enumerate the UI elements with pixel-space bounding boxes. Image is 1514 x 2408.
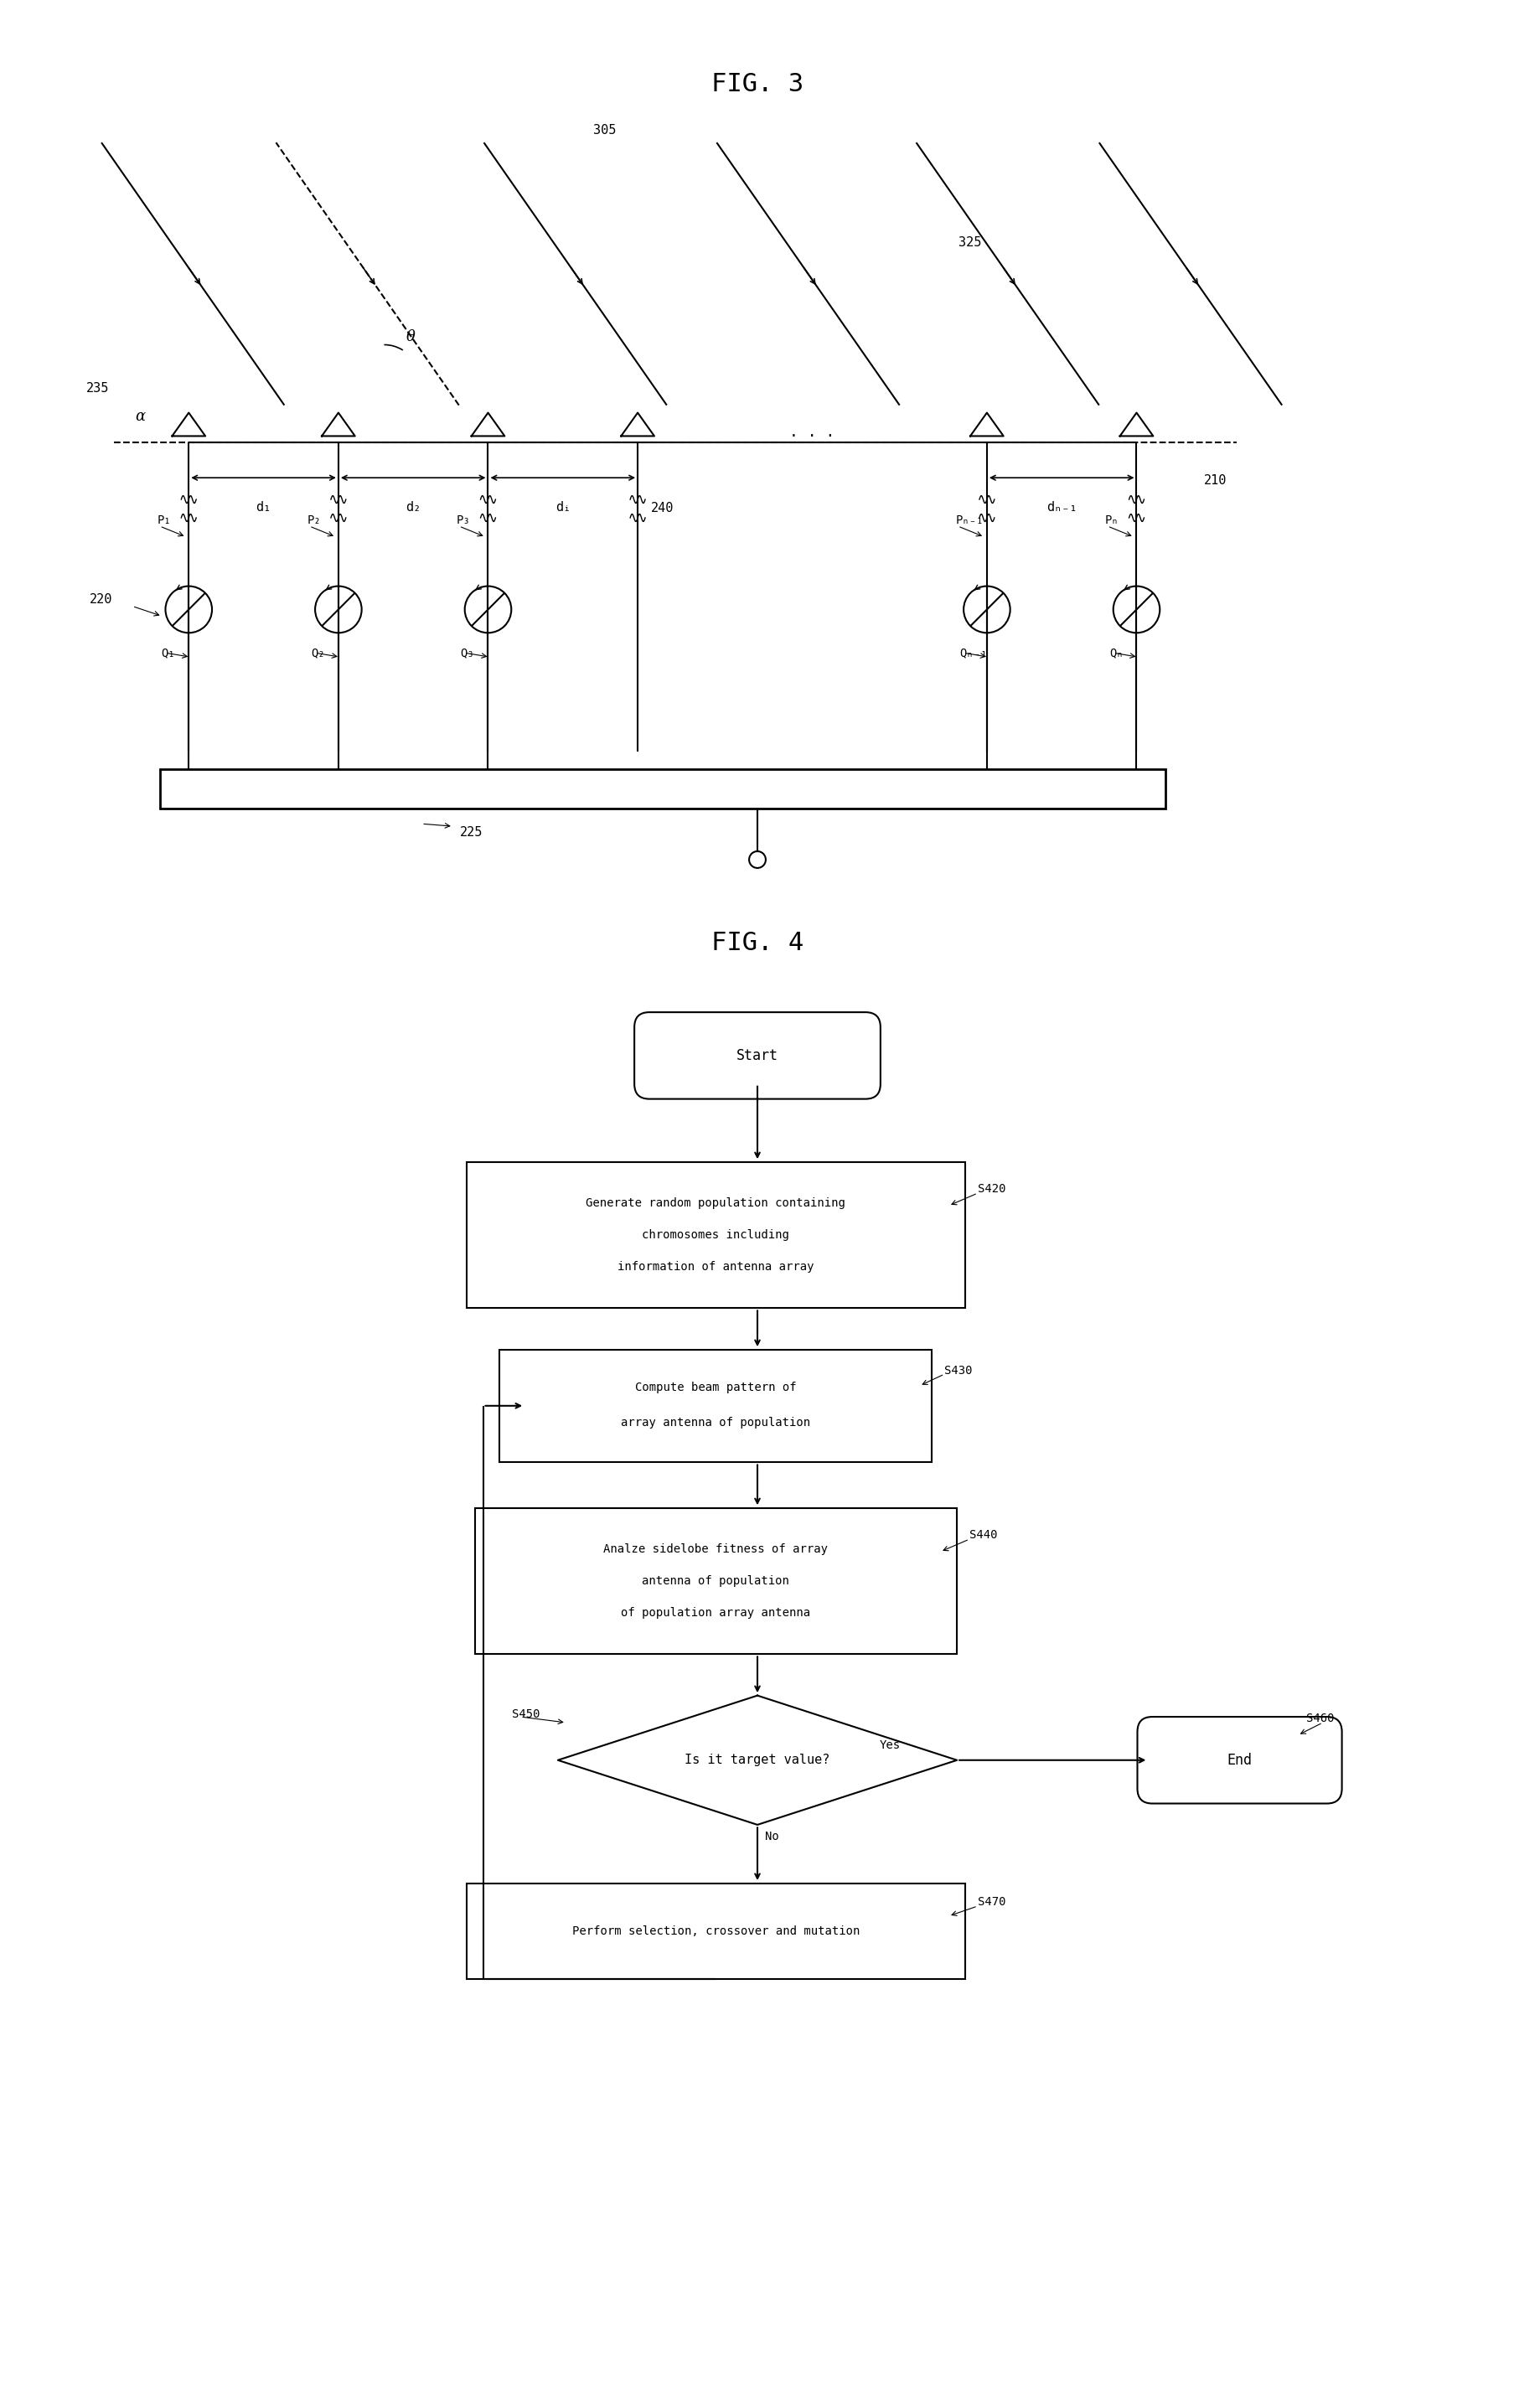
Text: 220: 220 bbox=[89, 592, 114, 607]
Text: of population array antenna: of population array antenna bbox=[621, 1606, 810, 1618]
Text: Yes: Yes bbox=[880, 1739, 901, 1751]
Text: . . .: . . . bbox=[789, 426, 834, 441]
Text: α: α bbox=[135, 409, 145, 424]
Text: S430: S430 bbox=[943, 1365, 972, 1377]
Text: Qₙ: Qₙ bbox=[1108, 648, 1122, 660]
Text: 225: 225 bbox=[460, 826, 483, 838]
Text: Start: Start bbox=[736, 1047, 778, 1062]
Text: θ: θ bbox=[406, 330, 415, 344]
Text: Compute beam pattern of: Compute beam pattern of bbox=[634, 1382, 796, 1394]
Text: dᵢ: dᵢ bbox=[556, 501, 571, 513]
Text: Q₁: Q₁ bbox=[160, 648, 176, 660]
Text: Pₙ: Pₙ bbox=[1104, 515, 1119, 525]
Text: No: No bbox=[765, 1830, 780, 1842]
Text: Q₂: Q₂ bbox=[310, 648, 326, 660]
Text: End: End bbox=[1226, 1753, 1252, 1767]
Text: Generate random population containing: Generate random population containing bbox=[586, 1197, 845, 1209]
Text: Qₙ₋₁: Qₙ₋₁ bbox=[958, 648, 987, 660]
Text: information of antenna array: information of antenna array bbox=[618, 1262, 813, 1271]
Bar bbox=[474, 1507, 957, 1654]
Text: S450: S450 bbox=[512, 1707, 540, 1719]
Text: Analze sidelobe fitness of array: Analze sidelobe fitness of array bbox=[603, 1544, 828, 1556]
Bar bbox=[159, 768, 1164, 809]
Text: P₃: P₃ bbox=[456, 515, 471, 525]
Text: d₂: d₂ bbox=[406, 501, 421, 513]
Bar bbox=[466, 1163, 964, 1308]
Text: 210: 210 bbox=[1204, 474, 1226, 486]
Text: d₁: d₁ bbox=[256, 501, 271, 513]
Text: Q₃: Q₃ bbox=[460, 648, 474, 660]
Text: P₂: P₂ bbox=[307, 515, 321, 525]
Text: Perform selection, crossover and mutation: Perform selection, crossover and mutatio… bbox=[572, 1926, 860, 1936]
Text: Is it target value?: Is it target value? bbox=[684, 1753, 830, 1767]
Text: FIG. 3: FIG. 3 bbox=[712, 72, 802, 96]
Text: P₁: P₁ bbox=[157, 515, 171, 525]
Text: 325: 325 bbox=[958, 236, 981, 248]
Text: array antenna of population: array antenna of population bbox=[621, 1416, 810, 1428]
Text: S420: S420 bbox=[977, 1182, 1005, 1194]
Text: antenna of population: antenna of population bbox=[642, 1575, 789, 1587]
Text: dₙ₋₁: dₙ₋₁ bbox=[1046, 501, 1076, 513]
Bar bbox=[466, 1883, 964, 1979]
Text: FIG. 4: FIG. 4 bbox=[712, 932, 802, 956]
Text: 305: 305 bbox=[592, 123, 616, 137]
Bar bbox=[500, 1348, 931, 1462]
Text: Pₙ₋₁: Pₙ₋₁ bbox=[955, 515, 983, 525]
Text: S460: S460 bbox=[1305, 1712, 1334, 1724]
Text: chromosomes including: chromosomes including bbox=[642, 1228, 789, 1240]
Text: S440: S440 bbox=[969, 1529, 996, 1541]
Text: 235: 235 bbox=[86, 383, 109, 395]
Text: 240: 240 bbox=[651, 501, 674, 513]
Text: S470: S470 bbox=[977, 1895, 1005, 1907]
